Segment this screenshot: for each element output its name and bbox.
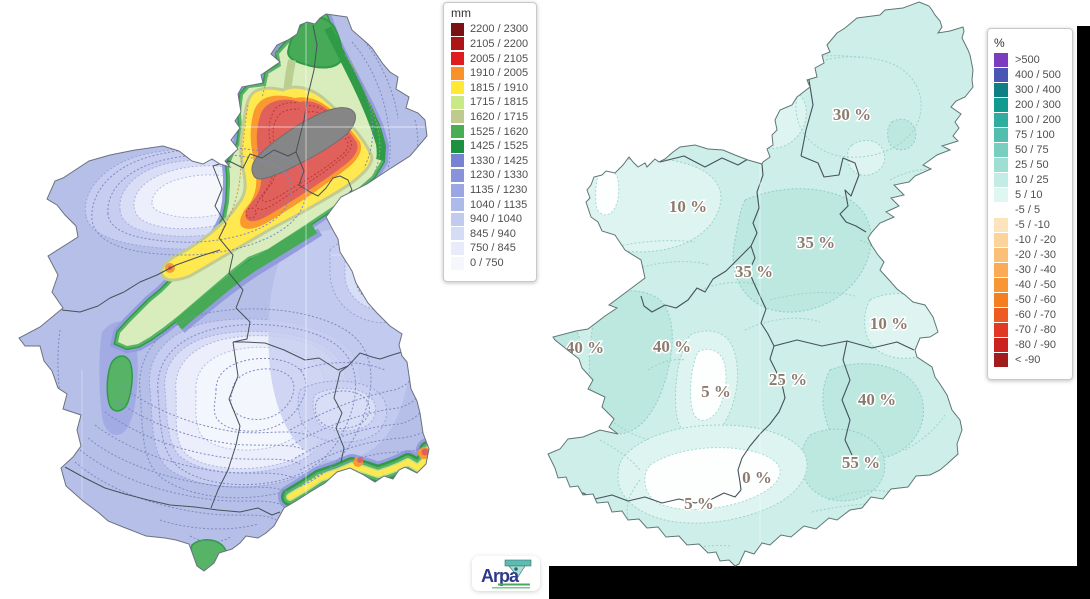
svg-text:35 %: 35 % (797, 233, 835, 252)
svg-text:40 %: 40 % (858, 390, 896, 409)
svg-text:Arpa: Arpa (481, 566, 520, 586)
svg-text:40 %: 40 % (566, 338, 604, 357)
svg-text:10 %: 10 % (870, 314, 908, 333)
svg-text:5 %: 5 % (684, 494, 714, 513)
svg-text:0 %: 0 % (742, 468, 772, 487)
svg-text:25 %: 25 % (769, 370, 807, 389)
svg-text:55 %: 55 % (842, 453, 880, 472)
svg-text:5 %: 5 % (701, 382, 731, 401)
svg-text:10 %: 10 % (669, 197, 707, 216)
svg-text:35 %: 35 % (735, 262, 773, 281)
svg-text:40 %: 40 % (653, 337, 691, 356)
svg-text:30 %: 30 % (833, 105, 871, 124)
